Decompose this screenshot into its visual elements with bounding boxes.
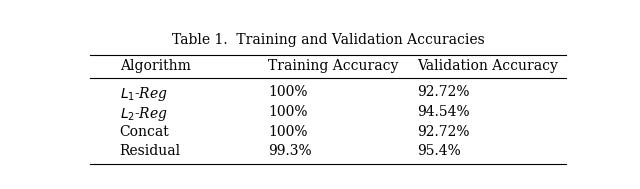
Text: 95.4%: 95.4% <box>417 144 461 158</box>
Text: $L_1$-Reg: $L_1$-Reg <box>120 85 168 103</box>
Text: Table 1.  Training and Validation Accuracies: Table 1. Training and Validation Accurac… <box>172 33 484 47</box>
Text: 92.72%: 92.72% <box>417 125 470 139</box>
Text: 100%: 100% <box>269 85 308 99</box>
Text: Algorithm: Algorithm <box>120 59 191 73</box>
Text: 100%: 100% <box>269 125 308 139</box>
Text: Validation Accuracy: Validation Accuracy <box>417 59 558 73</box>
Text: 92.72%: 92.72% <box>417 85 470 99</box>
Text: $L_2$-Reg: $L_2$-Reg <box>120 105 168 123</box>
Text: Concat: Concat <box>120 125 170 139</box>
Text: Residual: Residual <box>120 144 181 158</box>
Text: 94.54%: 94.54% <box>417 105 470 119</box>
Text: 99.3%: 99.3% <box>269 144 312 158</box>
Text: Training Accuracy: Training Accuracy <box>269 59 399 73</box>
Text: 100%: 100% <box>269 105 308 119</box>
